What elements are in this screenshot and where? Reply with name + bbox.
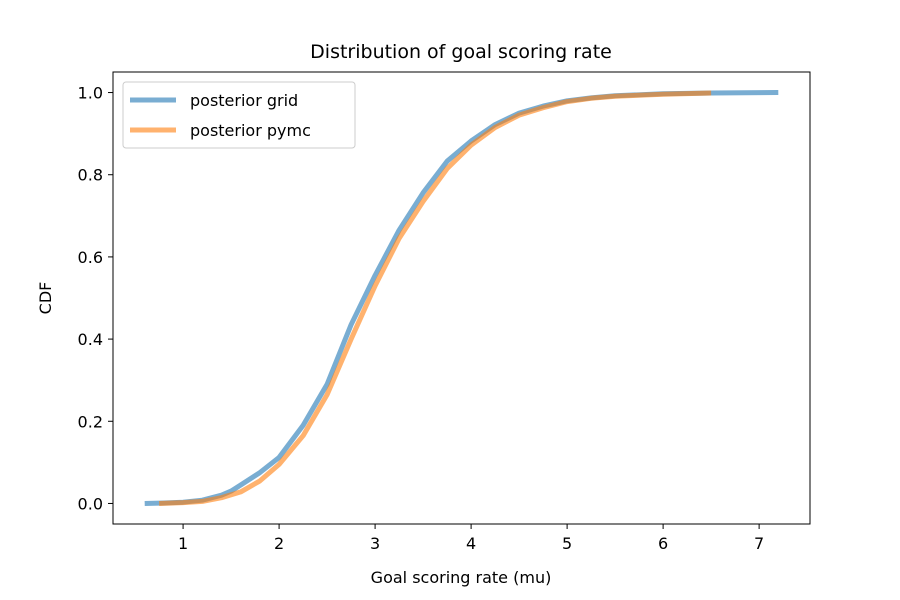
y-tick-label: 0.6 [78,248,103,267]
y-tick-label: 0.4 [78,330,103,349]
series-line-2 [159,90,712,506]
x-tick-label: 2 [274,534,284,553]
y-axis-label: CDF [36,282,55,315]
legend-box [122,81,356,149]
y-tick-label: 1.0 [78,84,103,103]
x-tick-label: 1 [178,534,188,553]
x-tick-label: 5 [562,534,572,553]
y-axis: 0.0 0.2 0.4 0.6 0.8 1.0 [78,84,113,513]
y-tick-label: 0.0 [78,494,103,513]
x-tick-label: 6 [658,534,668,553]
legend-label: posterior pymc [190,121,311,140]
x-tick-label: 4 [466,534,476,553]
plot-lines [144,90,779,506]
legend: posterior grid posterior pymc [122,81,356,149]
y-tick-label: 0.8 [78,166,103,185]
x-axis: 1 2 3 4 5 6 7 [178,524,764,553]
x-tick-label: 3 [370,534,380,553]
chart-title: Distribution of goal scoring rate [310,41,612,63]
y-tick-label: 0.2 [78,412,103,431]
plot-frame [112,71,811,525]
x-tick-label: 7 [754,534,764,553]
x-axis-label: Goal scoring rate (mu) [371,568,552,587]
legend-label: posterior grid [190,91,298,110]
